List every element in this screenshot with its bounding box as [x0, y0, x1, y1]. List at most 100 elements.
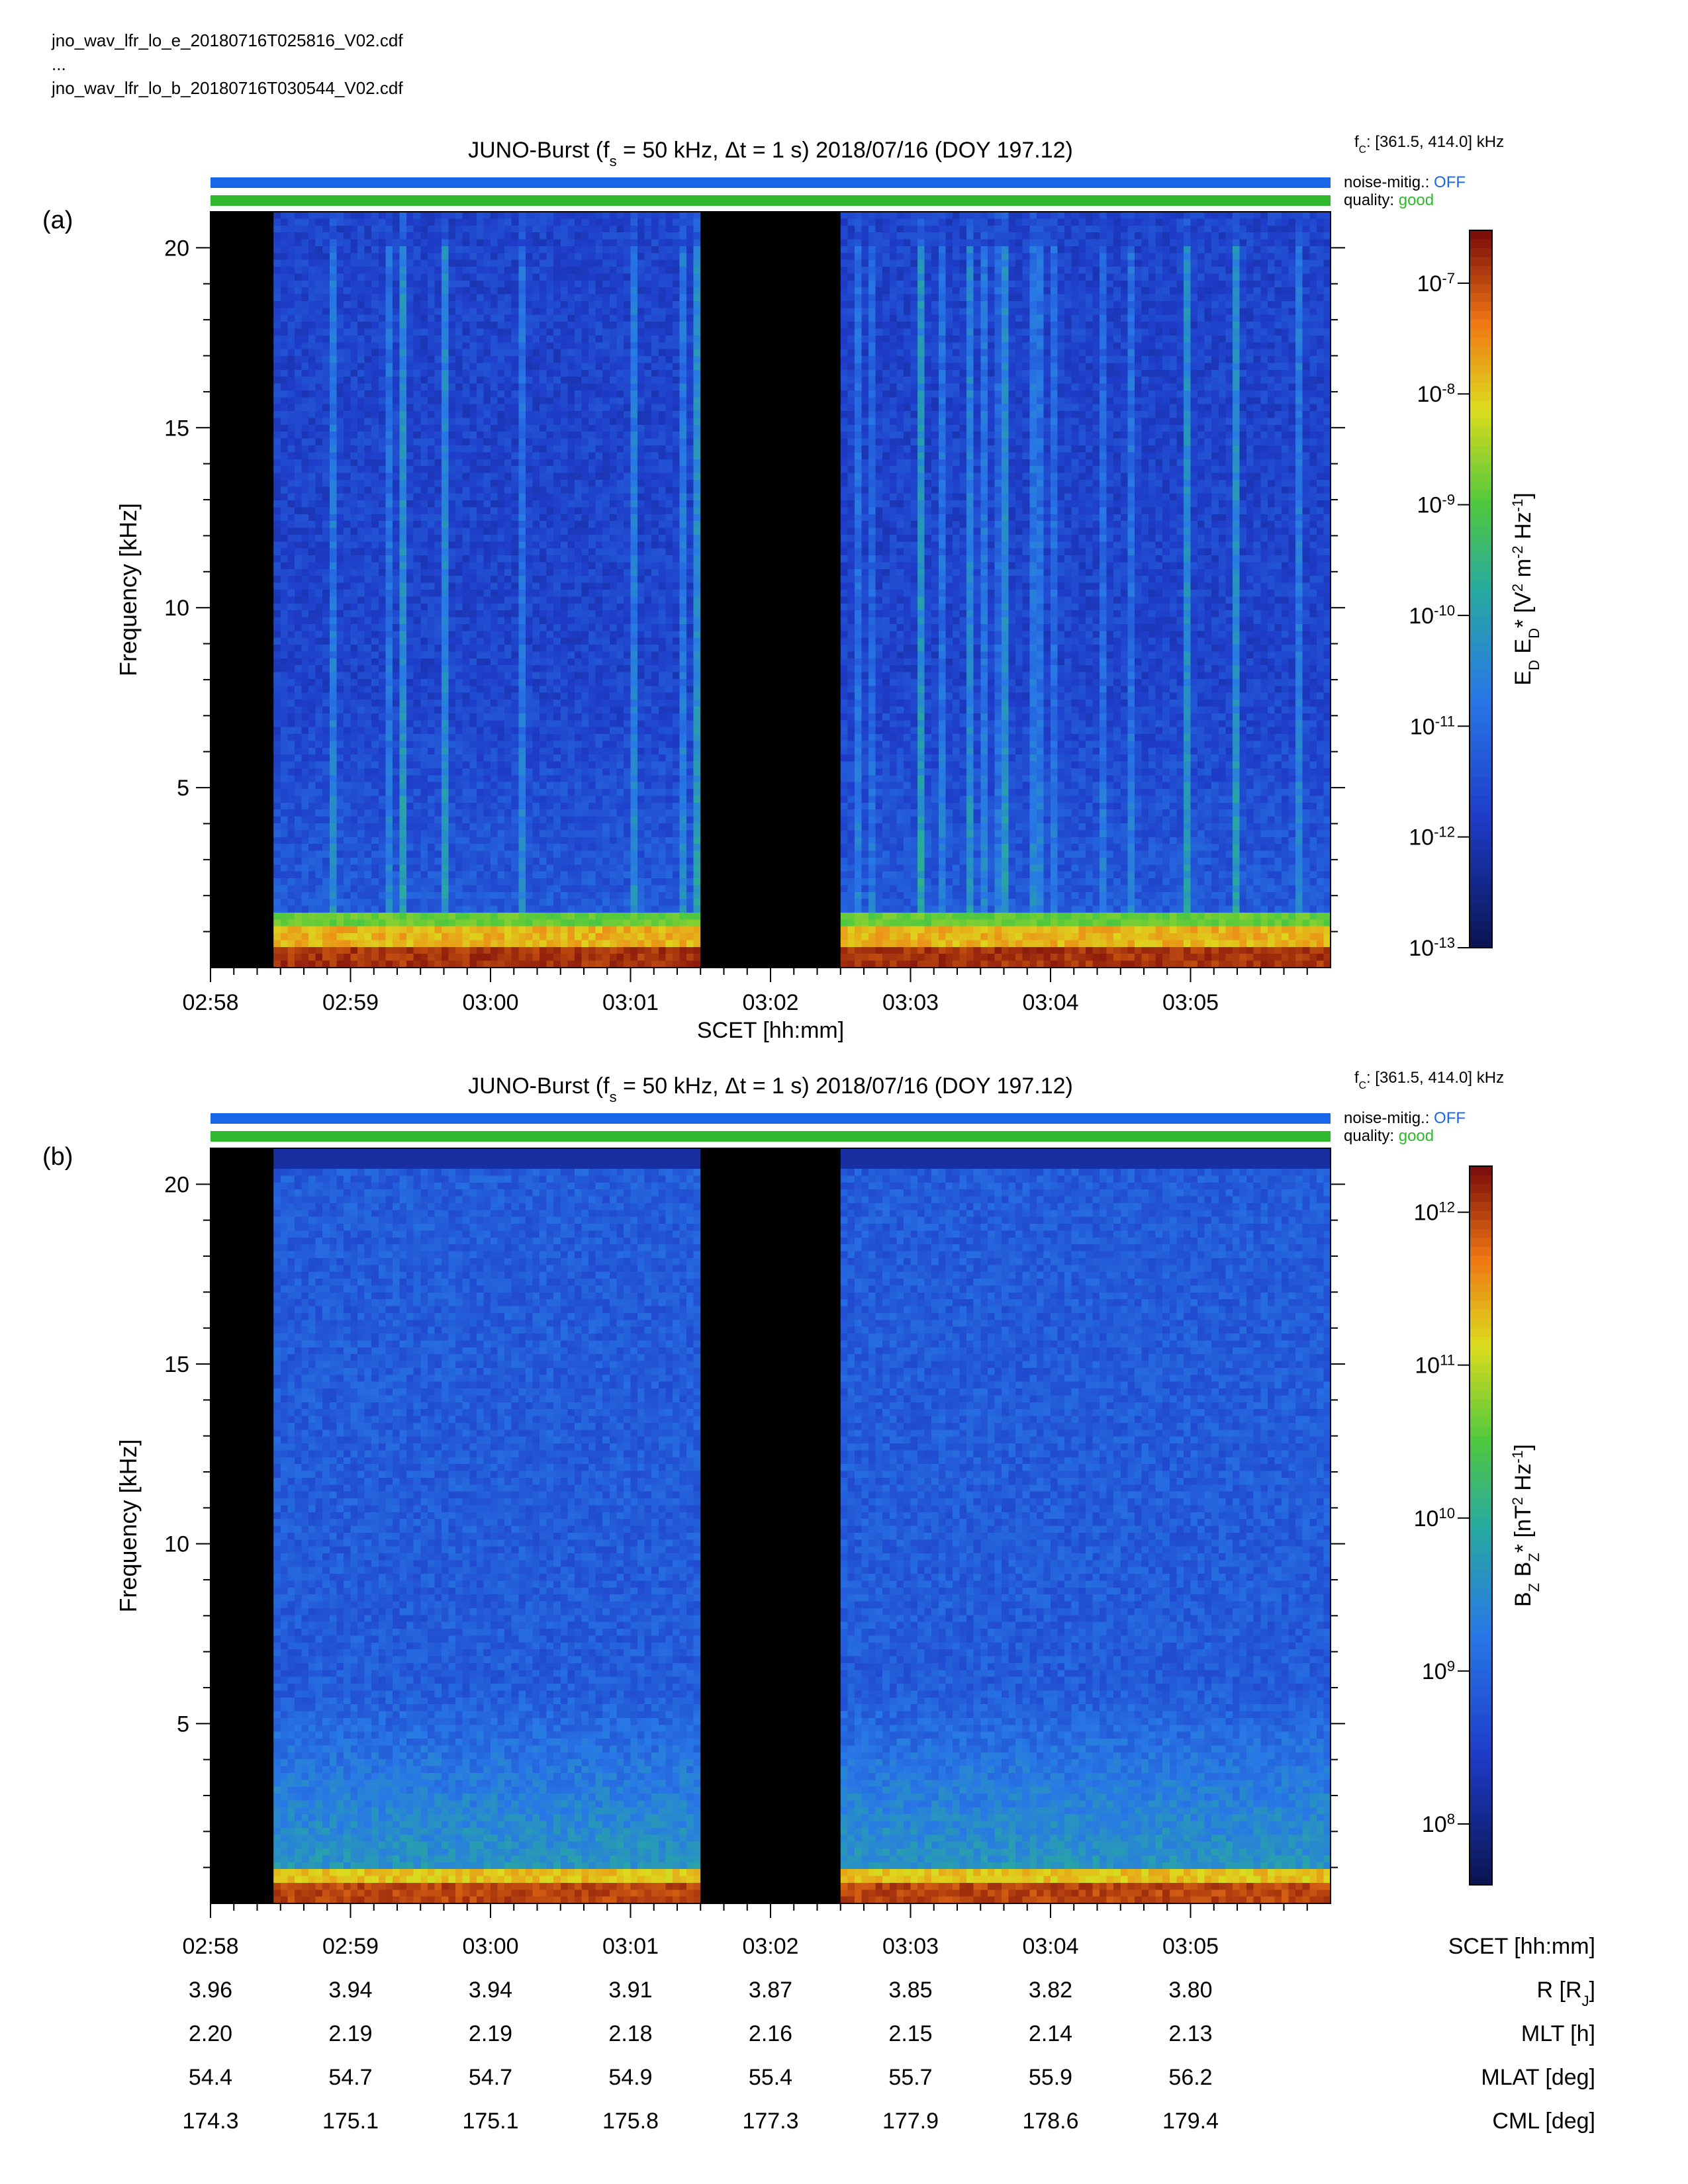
spectrogram-cell [385, 604, 393, 611]
spectrogram-cell [504, 253, 512, 260]
spectrogram-cell [273, 377, 281, 384]
spectrogram-cell [287, 590, 295, 597]
spectrogram-cell [434, 645, 442, 652]
spectrogram-cell [287, 273, 295, 281]
spectrogram-cell [400, 789, 407, 796]
spectrogram-cell [281, 762, 288, 769]
spectrogram-cell [365, 872, 372, 879]
spectrogram-cell [371, 817, 379, 824]
spectrogram-cell [449, 604, 456, 611]
spectrogram-cell [518, 445, 526, 453]
spectrogram-cell [400, 240, 407, 247]
spectrogram-cell [455, 872, 463, 879]
spectrogram-cell [518, 686, 526, 693]
spectrogram-cell [316, 686, 323, 693]
spectrogram-cell [455, 803, 463, 810]
spectrogram-cell [273, 913, 281, 920]
spectrogram-cell [336, 933, 344, 940]
spectrogram-cell [455, 397, 463, 404]
spectrogram-cell [434, 803, 442, 810]
spectrogram-cell [526, 301, 533, 308]
spectrogram-cell [491, 796, 498, 803]
spectrogram-cell [357, 576, 365, 583]
spectrogram-cell [526, 322, 533, 329]
spectrogram-cell [351, 349, 358, 357]
spectrogram-cell [463, 659, 470, 666]
spectrogram-cell [518, 541, 526, 549]
spectrogram-cell [301, 445, 308, 453]
spectrogram-cell [504, 549, 512, 556]
spectrogram-cell [463, 665, 470, 672]
spectrogram-cell [518, 246, 526, 253]
spectrogram-cell [463, 706, 470, 713]
spectrogram-cell [406, 590, 414, 597]
spectrogram-cell [281, 260, 288, 267]
spectrogram-cell [385, 363, 393, 370]
spectrogram-cell [434, 754, 442, 762]
spectrogram-cell [330, 878, 337, 886]
spectrogram-cell [498, 947, 505, 954]
spectrogram-cell [365, 218, 372, 226]
spectrogram-cell [281, 480, 288, 487]
spectrogram-cell [469, 604, 477, 611]
spectrogram-cell [512, 823, 519, 831]
spectrogram-cell [295, 885, 302, 892]
spectrogram-cell [357, 439, 365, 446]
spectrogram-cell [287, 933, 295, 940]
spectrogram-cell [357, 617, 365, 625]
spectrogram-cell [322, 466, 330, 473]
spectrogram-cell [281, 273, 288, 281]
spectrogram-cell [455, 583, 463, 590]
spectrogram-cell [463, 507, 470, 514]
spectrogram-cell [420, 789, 428, 796]
spectrogram-cell [316, 301, 323, 308]
spectrogram-cell [406, 830, 414, 837]
spectrogram-cell [379, 260, 386, 267]
spectrogram-cell [414, 287, 421, 295]
spectrogram-cell [351, 218, 358, 226]
spectrogram-cell [385, 535, 393, 542]
spectrogram-cell [379, 301, 386, 308]
spectrogram-cell [400, 665, 407, 672]
spectrogram-cell [512, 425, 519, 432]
spectrogram-cell [463, 445, 470, 453]
spectrogram-cell [344, 281, 351, 288]
spectrogram-cell [308, 817, 316, 824]
spectrogram-cell [406, 246, 414, 253]
spectrogram-cell [351, 638, 358, 645]
spectrogram-cell [379, 775, 386, 782]
spectrogram-cell [400, 919, 407, 927]
spectrogram-cell [512, 384, 519, 391]
spectrogram-cell [281, 651, 288, 659]
spectrogram-cell [357, 494, 365, 501]
spectrogram-cell [442, 631, 449, 638]
spectrogram-cell [414, 748, 421, 755]
spectrogram-cell [406, 604, 414, 611]
spectrogram-cell [477, 823, 484, 831]
spectrogram-cell [491, 397, 498, 404]
spectrogram-cell [281, 562, 288, 569]
spectrogram-cell [491, 734, 498, 741]
spectrogram-cell [483, 693, 491, 700]
spectrogram-cell [336, 659, 344, 666]
spectrogram-cell [455, 342, 463, 349]
spectrogram-cell [414, 390, 421, 398]
spectrogram-cell [455, 514, 463, 522]
spectrogram-cell [406, 295, 414, 302]
spectrogram-cell [336, 906, 344, 913]
spectrogram-cell [385, 576, 393, 583]
spectrogram-cell [406, 349, 414, 357]
spectrogram-cell [512, 253, 519, 260]
spectrogram-cell [301, 308, 308, 315]
spectrogram-cell [420, 596, 428, 604]
spectrogram-cell [322, 480, 330, 487]
spectrogram-cell [400, 466, 407, 473]
spectrogram-cell [344, 651, 351, 659]
spectrogram-cell [316, 528, 323, 535]
spectrogram-cell [491, 817, 498, 824]
spectrogram-cell [351, 336, 358, 343]
spectrogram-cell [463, 885, 470, 892]
spectrogram-cell [273, 445, 281, 453]
spectrogram-cell [393, 445, 400, 453]
spectrogram-cell [512, 837, 519, 844]
